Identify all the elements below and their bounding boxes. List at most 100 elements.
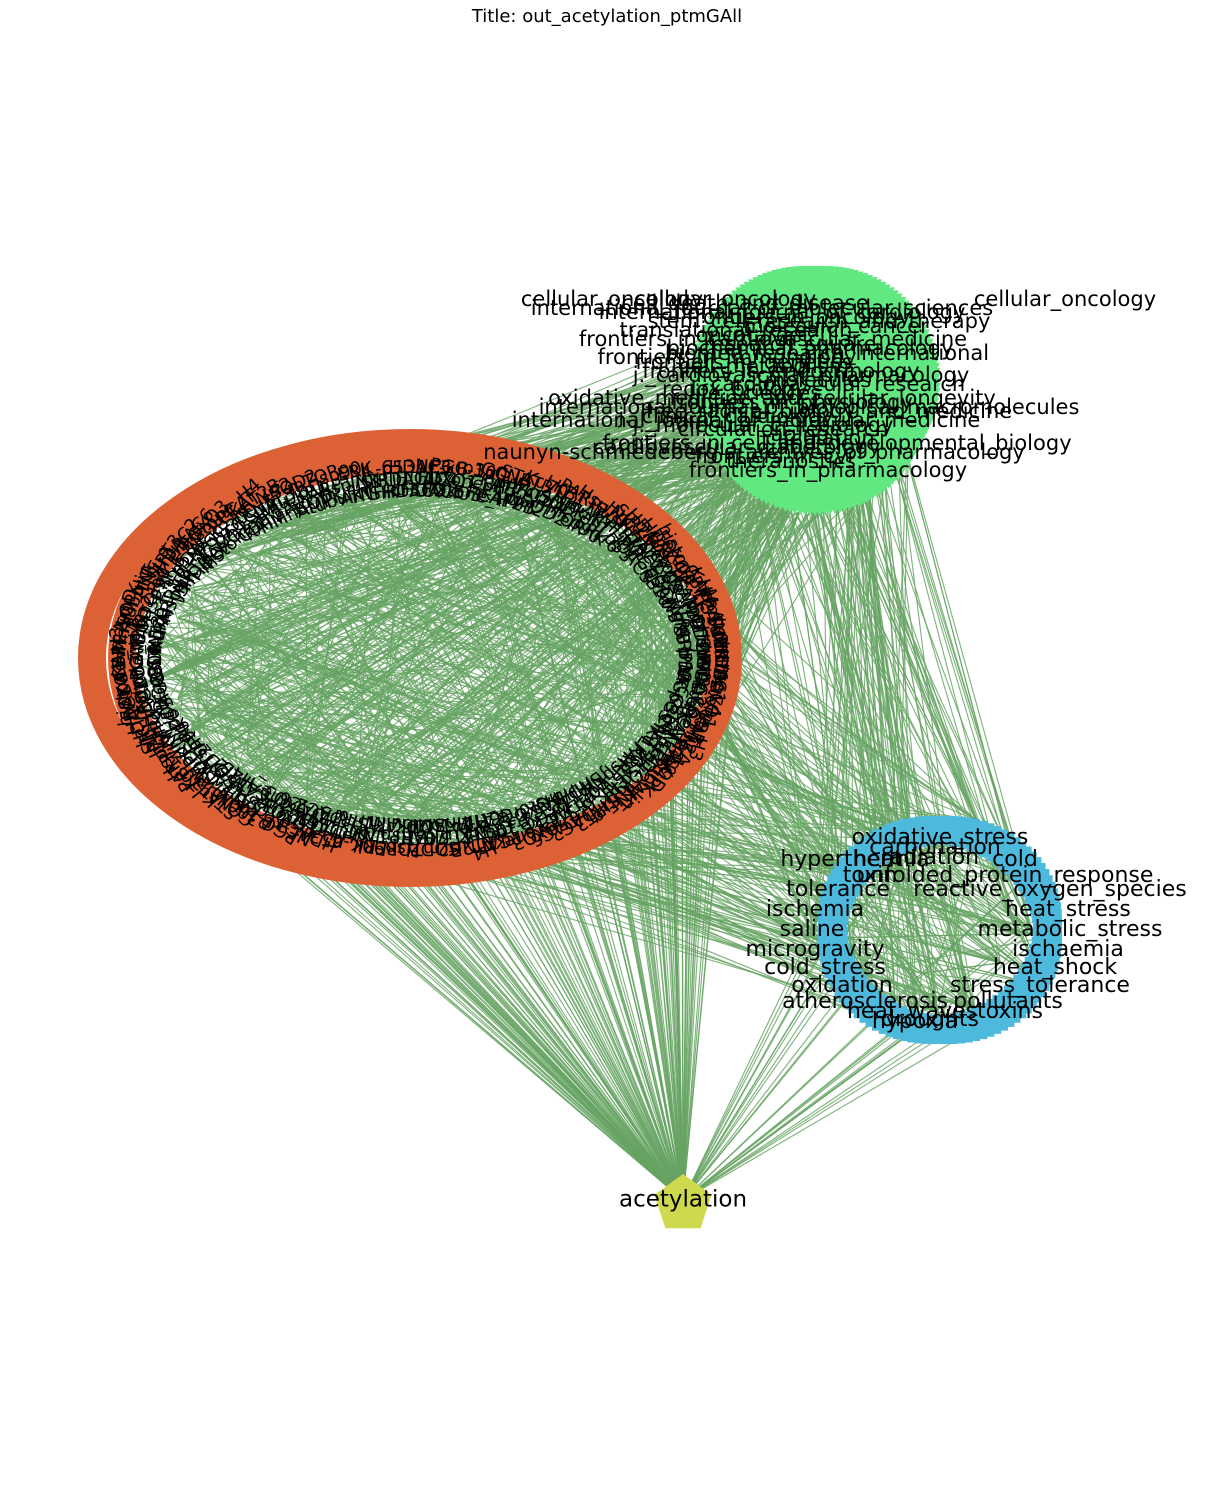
edge-protein-stress bbox=[191, 723, 815, 939]
edge-journal-stress bbox=[822, 451, 831, 960]
journal-label: cardiovascular_research bbox=[711, 372, 965, 397]
edge-protein-stress bbox=[635, 580, 841, 874]
protein-label: PARP1 bbox=[377, 824, 435, 848]
stress-label: hypoxia bbox=[872, 1009, 958, 1034]
journal-label: frontiers_in_immunology bbox=[597, 345, 856, 370]
edge-protein-stress bbox=[189, 534, 1023, 882]
edge-protein-stress bbox=[189, 780, 841, 874]
journal-label: j._clinical_cardiology bbox=[617, 404, 833, 429]
labels-layer: cellular_oncology international_journal_o… bbox=[106, 287, 1187, 1213]
edge-protein-ptm bbox=[553, 512, 684, 1201]
edge-protein-stress bbox=[418, 477, 841, 874]
edge-journal-stress bbox=[837, 424, 969, 1009]
edge-stress-ptm bbox=[682, 870, 892, 1201]
edge-protein-protein bbox=[177, 570, 236, 699]
edge-protein-stress bbox=[223, 804, 831, 960]
edge-journal-stress bbox=[801, 456, 918, 1029]
protein-label: Ku70 bbox=[424, 823, 471, 848]
protein-label: tubulin bbox=[369, 811, 433, 837]
protein-label: SOD2 bbox=[409, 837, 461, 860]
edge-protein-stress bbox=[128, 624, 854, 957]
protein-label: SIRT1 bbox=[710, 633, 731, 683]
edge-protein-protein bbox=[327, 489, 637, 806]
edge-stress-ptm bbox=[682, 927, 1031, 1201]
protein-label: SIRT3 bbox=[691, 637, 713, 688]
journal-label: molecules bbox=[765, 368, 872, 392]
edge-protein-stress bbox=[231, 784, 938, 1013]
journal-label: cellular_oncology bbox=[974, 287, 1156, 312]
edge-protein-protein bbox=[191, 591, 612, 796]
figure-title: Title: out_acetylation_ptmGAll bbox=[471, 6, 743, 27]
edge-protein-protein bbox=[307, 794, 612, 842]
stress-label: ischemia bbox=[766, 897, 864, 922]
protein-label: HDAC1 bbox=[374, 468, 438, 492]
stress-label: toxin bbox=[843, 863, 897, 888]
journal-cluster bbox=[707, 282, 923, 498]
journal-label: circulation bbox=[765, 426, 874, 450]
journal-label: translational_research bbox=[620, 318, 853, 343]
edge-protein-stress bbox=[170, 643, 877, 857]
edge-journal-stress bbox=[756, 440, 877, 856]
stress-label: reactive_oxygen_species bbox=[913, 877, 1186, 902]
stress-label: droughts bbox=[881, 1007, 979, 1032]
edge-journal-stress bbox=[718, 397, 854, 956]
edge-protein-protein bbox=[504, 463, 612, 796]
journal-label: frontiers_in_cell_and_developmental_biol… bbox=[602, 431, 1071, 456]
edge-protein-protein bbox=[290, 512, 307, 537]
acetylation-label: acetylation bbox=[619, 1187, 747, 1213]
edge-protein-stress bbox=[270, 527, 885, 838]
edge-stress-stress bbox=[875, 855, 918, 1029]
edge-protein-protein bbox=[286, 502, 672, 782]
edge-protein-protein bbox=[552, 495, 659, 554]
edge-protein-stress bbox=[404, 856, 976, 1010]
edge-protein-protein bbox=[262, 495, 388, 826]
edge-protein-stress bbox=[643, 773, 952, 1032]
stress-label: saline bbox=[780, 917, 845, 942]
journal-label: cell_metabolism bbox=[679, 354, 849, 379]
edge-stress-stress bbox=[875, 855, 976, 1010]
edge-stress-stress bbox=[844, 888, 938, 1013]
stress-label: oxidation bbox=[791, 973, 893, 998]
edge-protein-protein bbox=[223, 734, 536, 794]
nodes-layer bbox=[78, 266, 1062, 1229]
edge-protein-protein bbox=[386, 494, 654, 604]
edge-protein-protein bbox=[290, 535, 683, 700]
journal-label: frontiers_in_oncology bbox=[687, 305, 910, 330]
edge-protein-protein bbox=[290, 474, 553, 537]
journal-label: biochemical_pharmacology bbox=[667, 336, 954, 361]
journal-label: cellular_oncology bbox=[634, 287, 816, 312]
stress-label: microgravity bbox=[746, 937, 885, 962]
edge-protein-ptm bbox=[394, 836, 684, 1201]
edge-protein-protein bbox=[478, 510, 591, 789]
edge-protein-protein bbox=[206, 712, 499, 803]
edge-protein-protein bbox=[124, 657, 731, 692]
edge-protein-protein bbox=[178, 736, 268, 805]
edge-stress-stress bbox=[884, 836, 969, 1009]
edge-protein-protein bbox=[551, 474, 645, 775]
edge-protein-protein bbox=[189, 565, 710, 666]
edge-stress-stress bbox=[967, 927, 1031, 1009]
edge-protein-protein bbox=[327, 489, 705, 696]
protein-label: p53 bbox=[380, 456, 416, 479]
edge-protein-stress bbox=[504, 463, 854, 957]
protein-node-ring bbox=[108, 444, 736, 872]
protein-label: MnSOD bbox=[405, 811, 473, 837]
edge-protein-protein bbox=[262, 552, 659, 826]
journal-label: frontiers_in_cardiovascular_medicine bbox=[579, 327, 967, 352]
edge-stress-stress bbox=[909, 830, 976, 1010]
protein-label: GCN5 bbox=[144, 628, 166, 680]
edge-protein-protein bbox=[177, 570, 236, 618]
edge-protein-protein bbox=[223, 543, 586, 806]
journal-label: international_journal_of_biological_macr… bbox=[539, 395, 1080, 420]
edge-stress-ptm bbox=[682, 1011, 938, 1201]
stress-label: hyperthermia bbox=[780, 847, 929, 872]
protein-label: CBP bbox=[109, 644, 131, 680]
edge-protein-stress bbox=[223, 510, 869, 972]
edge-stress-stress bbox=[921, 962, 1001, 974]
edge-protein-protein bbox=[129, 624, 736, 659]
edge-protein-protein bbox=[151, 512, 554, 681]
edge-protein-stress bbox=[730, 624, 1042, 939]
edge-protein-protein bbox=[267, 643, 690, 806]
protein-label: NF-κB bbox=[414, 456, 469, 481]
journal-label: biomed_research_international bbox=[665, 341, 989, 366]
